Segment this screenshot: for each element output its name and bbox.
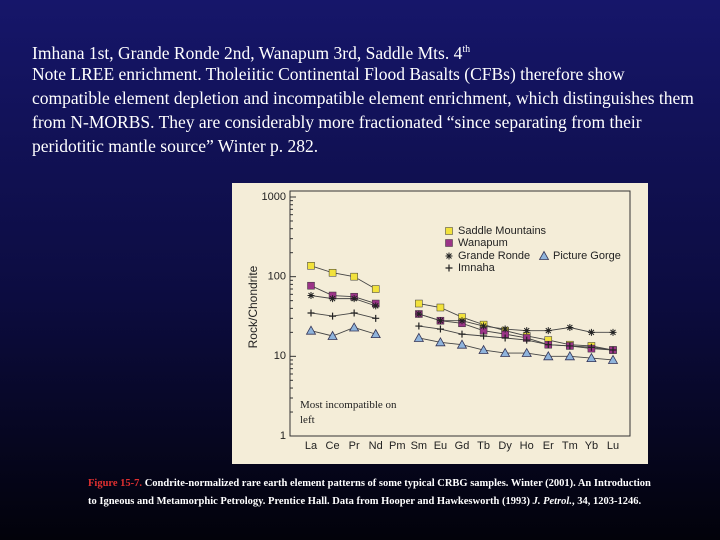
marker	[543, 351, 554, 361]
series-line	[310, 285, 614, 351]
y-tick-label: 1	[280, 430, 286, 442]
annotation: Most incompatible on left	[300, 399, 397, 426]
marker	[307, 309, 315, 317]
marker	[480, 322, 488, 330]
marker	[523, 327, 531, 335]
plot-frame	[289, 190, 631, 437]
marker	[307, 292, 315, 300]
marker	[350, 272, 358, 281]
marker	[499, 347, 511, 357]
legend-label: Imnaha	[458, 262, 496, 274]
marker	[415, 299, 423, 308]
marker	[328, 268, 337, 277]
marker	[445, 252, 453, 260]
marker	[523, 336, 531, 344]
x-tick-label: La	[305, 440, 318, 452]
note: Note LREE enrichment. Tholeiitic Contine…	[32, 64, 694, 156]
marker	[458, 317, 466, 325]
legend-label: Wanapum	[458, 237, 508, 249]
legend-label: Grande Ronde	[458, 250, 530, 262]
x-tick-label: Dy	[498, 440, 512, 452]
series-line	[310, 265, 614, 351]
marker	[370, 328, 381, 339]
marker	[327, 330, 338, 340]
x-tick-label: Lu	[607, 440, 619, 452]
marker	[436, 325, 444, 333]
marker	[415, 310, 423, 318]
marker	[544, 327, 552, 335]
marker	[587, 343, 595, 351]
caption-end: , 34, 1203-1246.	[571, 496, 642, 507]
heading-sup: th	[462, 44, 471, 55]
y-tick-label: 100	[268, 271, 286, 283]
marker	[501, 325, 509, 333]
marker	[372, 302, 380, 310]
series-line	[310, 327, 614, 361]
legend-label: Saddle Mountains	[458, 225, 547, 237]
marker	[544, 341, 552, 349]
marker	[348, 322, 360, 332]
marker	[586, 352, 597, 363]
x-tick-label: Eu	[434, 440, 447, 452]
marker	[329, 312, 337, 320]
marker	[587, 328, 595, 336]
marker	[609, 328, 617, 336]
marker	[415, 322, 423, 330]
marker	[607, 354, 619, 364]
marker	[307, 262, 315, 270]
marker	[413, 332, 425, 342]
caption-text: Condrite-normalized rare earth element p…	[88, 478, 651, 507]
series-line	[310, 312, 614, 351]
x-tick-label: Sm	[411, 440, 428, 452]
marker	[478, 344, 489, 354]
marker	[458, 330, 466, 338]
marker	[436, 317, 444, 325]
x-tick-label: Yb	[585, 440, 598, 452]
y-axis-label: Rock/Chondrite	[246, 265, 260, 348]
marker	[538, 250, 550, 260]
caption: Figure 15-7. Condrite-normalized rare ea…	[88, 475, 658, 511]
y-tick-label: 1000	[262, 191, 286, 203]
marker	[480, 332, 488, 340]
x-tick-label: Ce	[326, 440, 340, 452]
chart: Rock/Chondrite 1 10 100 1000 La Ce Pr Nd Pm Sm Eu G…	[232, 183, 648, 464]
marker	[609, 346, 617, 354]
marker	[436, 303, 445, 312]
series-line	[310, 295, 613, 333]
x-tick-label: Er	[543, 440, 554, 452]
marker	[329, 295, 337, 303]
x-tick-label: Pm	[389, 440, 406, 452]
marker	[445, 239, 453, 247]
x-tick-label: Nd	[369, 440, 383, 452]
marker	[435, 336, 446, 347]
marker	[501, 334, 509, 342]
heading: Imhana 1st, Grande Ronde 2nd, Wanapum 3r…	[32, 38, 470, 65]
marker	[456, 339, 468, 349]
x-tick-label: Tm	[562, 440, 578, 452]
heading-text: Imhana 1st, Grande Ronde 2nd, Wanapum 3r…	[32, 42, 463, 63]
marker	[372, 314, 380, 322]
x-tick-label: Pr	[349, 440, 360, 452]
caption-figure: Figure 15-7.	[88, 478, 143, 489]
marker	[445, 227, 453, 235]
marker	[566, 324, 574, 332]
marker	[445, 264, 453, 272]
x-tick-label: Ho	[520, 440, 534, 452]
marker	[566, 342, 574, 350]
x-tick-label: Gd	[455, 440, 470, 452]
legend-label: Picture Gorge	[553, 250, 621, 262]
marker	[350, 295, 358, 303]
y-tick-label: 10	[274, 350, 286, 362]
marker	[521, 347, 532, 357]
marker	[564, 351, 576, 361]
marker	[371, 285, 380, 293]
marker	[350, 309, 358, 317]
x-tick-label: Tb	[477, 440, 490, 452]
caption-journal: J. Petrol.	[532, 496, 572, 507]
marker	[307, 281, 315, 290]
marker	[305, 325, 317, 335]
